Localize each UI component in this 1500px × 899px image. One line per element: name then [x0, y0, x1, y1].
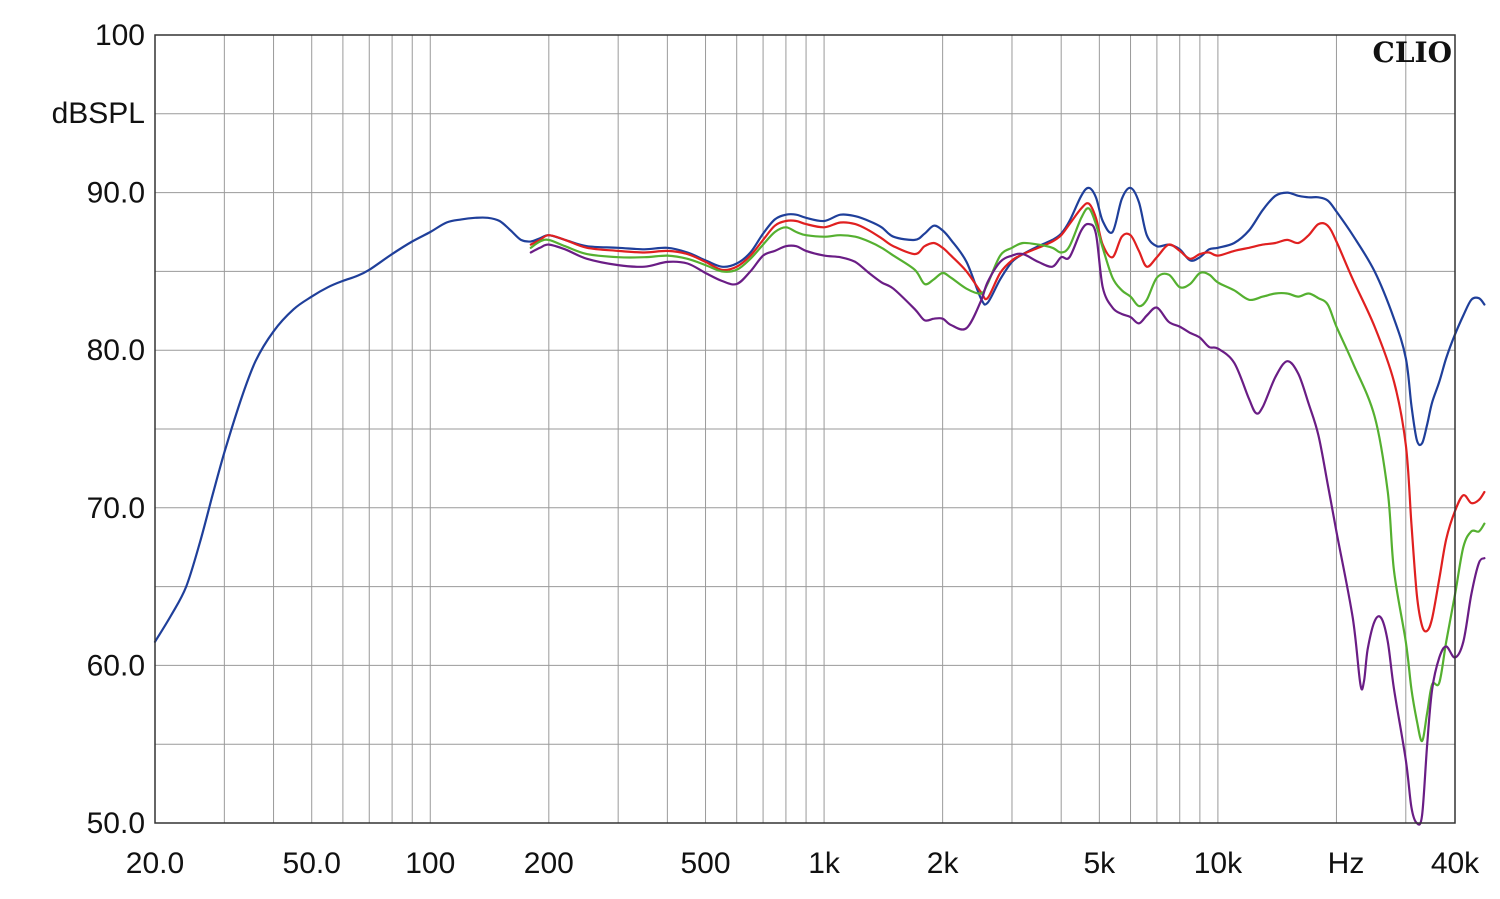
x-tick-label: 500	[681, 847, 731, 880]
series-layer	[153, 186, 1486, 826]
y-tick-label: 50.0	[87, 807, 145, 840]
brand-logo-text: CLIO	[1373, 36, 1452, 69]
x-tick-label: 10k	[1194, 847, 1243, 880]
x-tick-label: 1k	[808, 847, 841, 880]
y-tick-label: 70.0	[87, 492, 145, 525]
series-line-1	[153, 186, 1486, 643]
x-tick-label: 2k	[927, 847, 960, 880]
x-tick-labels: 20.0 50.0 100 200 500 1k 2k 5k 10k 40k	[126, 847, 1480, 880]
grid	[155, 35, 1455, 823]
plot-frame	[154, 34, 1456, 824]
y-tick-label: 80.0	[87, 334, 145, 367]
x-tick-label: 40k	[1431, 847, 1480, 880]
x-tick-label: 50.0	[283, 847, 341, 880]
x-tick-label: 200	[524, 847, 574, 880]
y-axis-label: dBSPL	[52, 97, 145, 130]
x-unit-label: Hz	[1328, 847, 1365, 880]
x-tick-label: 20.0	[126, 847, 184, 880]
y-tick-label: 60.0	[87, 649, 145, 682]
series-line-2	[529, 202, 1486, 633]
series-line-3	[529, 207, 1486, 743]
y-tick-labels: 100 90.0 80.0 70.0 60.0 50.0	[87, 19, 145, 840]
y-tick-label: 100	[95, 19, 145, 52]
series-line-4	[529, 222, 1486, 826]
x-tick-label: 5k	[1084, 847, 1117, 880]
y-tick-label: 90.0	[87, 177, 145, 210]
x-tick-label: 100	[405, 847, 455, 880]
